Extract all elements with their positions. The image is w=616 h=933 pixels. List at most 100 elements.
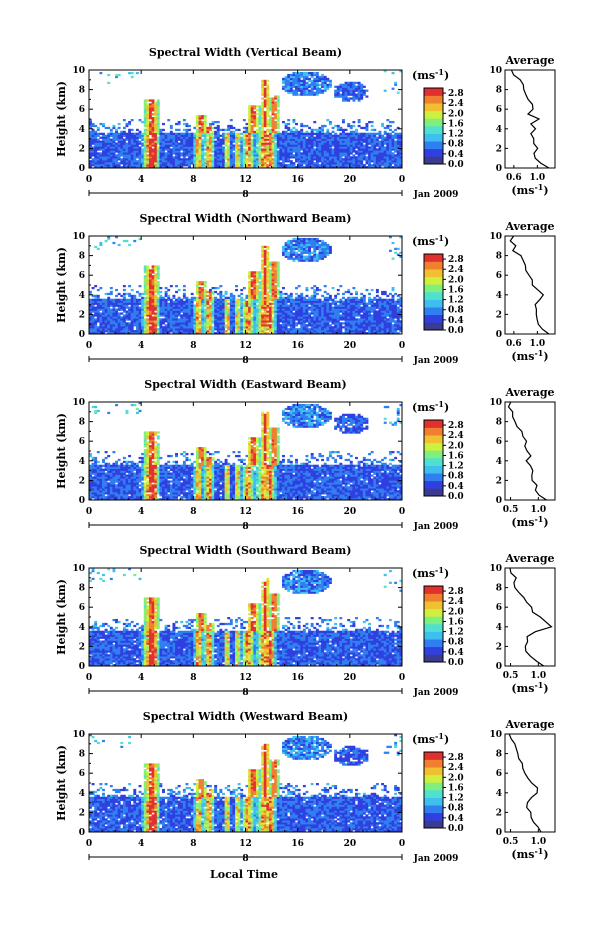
heatmap-cell [319, 127, 322, 129]
heatmap-cell [279, 144, 282, 146]
heatmap-cell [261, 160, 264, 162]
heatmap-cell [253, 314, 256, 316]
heatmap-cell [110, 158, 113, 160]
heatmap-cell [246, 326, 249, 328]
heatmap-cell [196, 314, 199, 316]
heatmap-cell [300, 299, 303, 301]
heatmap-cell [92, 160, 95, 162]
heatmap-cell [170, 148, 173, 150]
heatmap-cell [274, 97, 277, 99]
heatmap-cell [115, 76, 118, 78]
heatmap-cell [212, 307, 215, 309]
heatmap-cell [209, 141, 212, 143]
heatmap-cell [112, 318, 115, 320]
heatmap-cell [204, 117, 207, 119]
colorbar-swatch [424, 134, 443, 142]
heatmap-cell [298, 305, 301, 307]
heatmap-cell [311, 88, 314, 90]
heatmap-cell [246, 314, 249, 316]
heatmap-cell [313, 141, 316, 143]
heatmap-cell [222, 154, 225, 156]
heatmap-cell [285, 127, 288, 129]
heatmap-cell [269, 273, 272, 275]
heatmap-cell [290, 316, 293, 318]
heatmap-cell [206, 129, 209, 131]
heatmap-cell [227, 154, 230, 156]
heatmap-cell [107, 143, 110, 145]
heatmap-cell [219, 150, 222, 152]
heatmap-cell [157, 324, 160, 326]
heatmap-cell [381, 150, 384, 152]
heatmap-cell [227, 309, 230, 311]
heatmap-cell [251, 322, 254, 324]
heatmap-cell [269, 320, 272, 322]
heatmap-cell [204, 162, 207, 164]
heatmap-cell [107, 330, 110, 332]
heatmap-cell [243, 141, 246, 143]
heatmap-cell [272, 133, 275, 135]
heatmap-cell [219, 162, 222, 164]
heatmap-cell [290, 256, 293, 258]
heatmap-cell [277, 307, 280, 309]
heatmap-cell [144, 326, 147, 328]
heatmap-cell [230, 152, 233, 154]
heatmap-cell [261, 143, 264, 145]
heatmap-cell [149, 115, 152, 117]
heatmap-cell [319, 131, 322, 133]
heatmap-cell [329, 139, 332, 141]
heatmap-cell [269, 103, 272, 105]
heatmap-cell [133, 164, 136, 166]
heatmap-cell [287, 127, 290, 129]
heatmap-cell [105, 144, 108, 146]
heatmap-cell [290, 309, 293, 311]
heatmap-cell [230, 318, 233, 320]
heatmap-cell [178, 305, 181, 307]
heatmap-cell [248, 324, 251, 326]
heatmap-cell [219, 303, 222, 305]
heatmap-cell [159, 324, 162, 326]
heatmap-cell [206, 143, 209, 145]
heatmap-cell [313, 143, 316, 145]
heatmap-cell [277, 303, 280, 305]
heatmap-cell [225, 150, 228, 152]
heatmap-cell [316, 158, 319, 160]
heatmap-cell [243, 305, 246, 307]
heatmap-cell [238, 303, 241, 305]
heatmap-cell [201, 322, 204, 324]
heatmap-cell [266, 281, 269, 283]
heatmap-cell [133, 307, 136, 309]
heatmap-cell [201, 330, 204, 332]
heatmap-cell [112, 135, 115, 137]
colorbar-tick-label: 1.2 [448, 130, 464, 140]
heatmap-cell [269, 152, 272, 154]
heatmap-cell [365, 150, 368, 152]
heatmap-cell [157, 105, 160, 107]
heatmap-cell [136, 133, 139, 135]
heatmap-cell [240, 297, 243, 299]
heatmap-cell [394, 137, 397, 139]
heatmap-cell [282, 86, 285, 88]
heatmap-cell [115, 305, 118, 307]
heatmap-cell [326, 164, 329, 166]
heatmap-cell [300, 250, 303, 252]
heatmap-cell [146, 301, 149, 303]
heatmap-cell [365, 95, 368, 97]
heatmap-cell [97, 295, 100, 297]
heatmap-cell [295, 129, 298, 131]
heatmap-cell [274, 105, 277, 107]
heatmap-cell [230, 322, 233, 324]
heatmap-cell [316, 152, 319, 154]
heatmap-cell [175, 141, 178, 143]
heatmap-cell [178, 322, 181, 324]
heatmap-cell [240, 152, 243, 154]
heatmap-cell [191, 141, 194, 143]
heatmap-cell [272, 267, 275, 269]
heatmap-cell [107, 310, 110, 312]
heatmap-cell [157, 125, 160, 127]
heatmap-cell [175, 133, 178, 135]
heatmap-cell [115, 301, 118, 303]
heatmap-cell [232, 139, 235, 141]
heatmap-cell [222, 137, 225, 139]
heatmap-cell [264, 297, 267, 299]
heatmap-cell [277, 160, 280, 162]
